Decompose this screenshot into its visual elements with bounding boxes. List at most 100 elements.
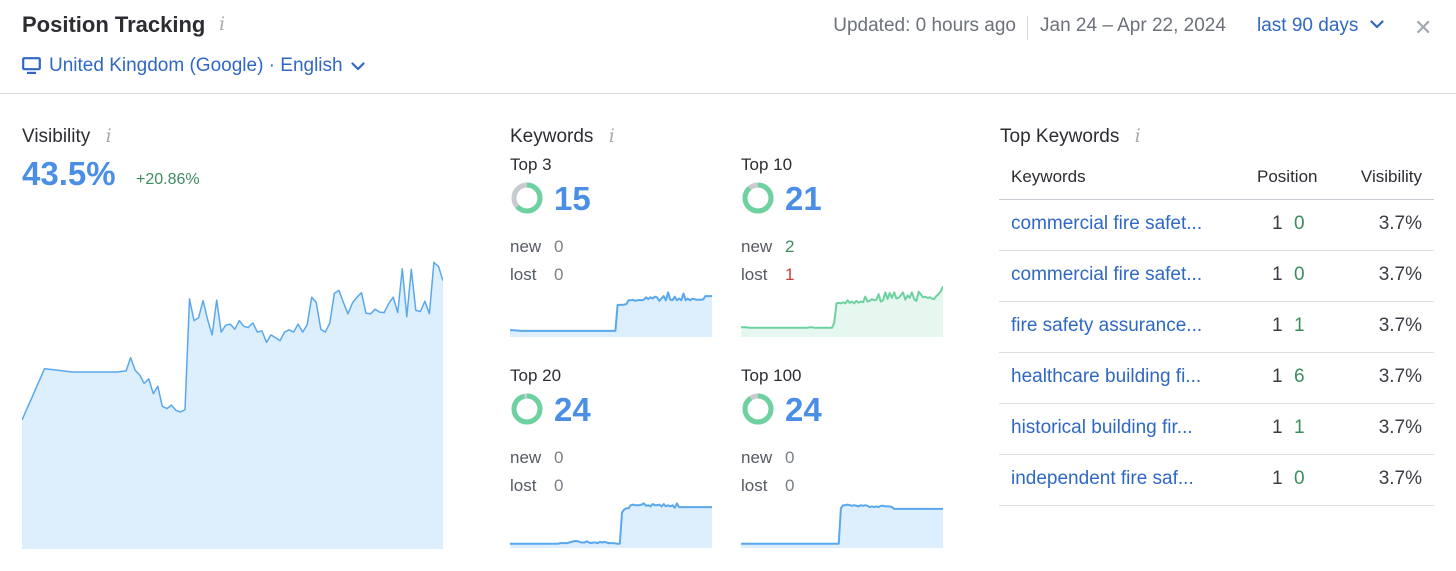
position-change: 1 — [1294, 315, 1305, 336]
visibility-chart — [22, 261, 443, 549]
keyword-link[interactable]: historical building fir... — [1011, 417, 1193, 438]
table-row[interactable]: fire safety assurance... 1 1 3.7% — [999, 302, 1434, 353]
top-keywords-info-icon[interactable]: i — [1134, 125, 1141, 147]
keyword-new-value: 2 — [785, 237, 795, 256]
keyword-block-label: Top 10 — [741, 155, 793, 174]
column-header-visibility[interactable]: Visibility — [1360, 167, 1422, 186]
sparkline-area — [741, 286, 943, 337]
table-row[interactable]: healthcare building fi... 1 6 3.7% — [999, 353, 1434, 404]
widget-header: Position Tracking i Updated: 0 hours ago… — [0, 0, 1456, 94]
table-row[interactable]: historical building fir... 1 1 3.7% — [999, 404, 1434, 455]
table-header: Keywords Position Visibility — [999, 156, 1434, 200]
title-info-icon[interactable]: i — [219, 13, 226, 35]
ring-chart-icon — [742, 393, 774, 425]
top-keywords-title-label: Top Keywords — [1000, 126, 1120, 147]
keyword-lost-value: 0 — [554, 476, 564, 495]
visibility-info-icon[interactable]: i — [105, 125, 112, 147]
keyword-sparkline — [510, 502, 712, 548]
ring-chart-icon — [511, 182, 543, 214]
keyword-block-label: Top 20 — [510, 366, 562, 385]
keyword-lost-label: lost — [741, 476, 768, 495]
keyword-link[interactable]: healthcare building fi... — [1011, 366, 1202, 387]
keyword-lost-value: 0 — [554, 265, 564, 284]
keyword-new-label: new — [510, 237, 542, 256]
keyword-link[interactable]: fire safety assurance... — [1011, 315, 1203, 336]
period-label: last 90 days — [1257, 15, 1359, 36]
keyword-lost-row: lost 0 — [510, 476, 563, 496]
period-dropdown[interactable]: last 90 days — [1257, 15, 1384, 37]
top-keywords-table: Keywords Position Visibility commercial … — [999, 156, 1434, 506]
visibility-value-cell: 3.7% — [1378, 417, 1422, 438]
keyword-block: Top 3 15 new 0 lost 0 — [510, 155, 715, 360]
visibility-delta: +20.86% — [136, 171, 200, 188]
keyword-sparkline — [510, 291, 712, 337]
sparkline-line — [510, 502, 712, 545]
column-header-keywords[interactable]: Keywords — [1011, 167, 1086, 186]
close-icon[interactable]: ✕ — [1414, 15, 1433, 40]
chevron-down-icon — [1370, 20, 1384, 29]
table-row[interactable]: commercial fire safet... 1 0 3.7% — [999, 200, 1434, 251]
keywords-title-label: Keywords — [510, 126, 594, 147]
keyword-new-label: new — [741, 448, 773, 467]
visibility-area — [22, 262, 443, 549]
keyword-new-row: new 2 — [741, 237, 794, 257]
keyword-block-label: Top 100 — [741, 366, 802, 385]
table-row[interactable]: independent fire saf... 1 0 3.7% — [999, 455, 1434, 506]
keyword-lost-row: lost 0 — [741, 476, 794, 496]
position-value: 1 — [1272, 315, 1283, 336]
keyword-new-label: new — [510, 448, 542, 467]
sparkline-line — [510, 291, 712, 332]
keyword-link[interactable]: commercial fire safet... — [1011, 264, 1203, 285]
column-header-position[interactable]: Position — [1257, 167, 1318, 186]
keyword-new-label: new — [741, 237, 773, 256]
keyword-new-row: new 0 — [741, 448, 794, 468]
location-selector[interactable]: United Kingdom (Google) · English — [22, 55, 365, 77]
keyword-lost-row: lost 0 — [510, 265, 563, 285]
desktop-icon — [22, 57, 41, 74]
keyword-link[interactable]: independent fire saf... — [1011, 468, 1194, 489]
location-label: United Kingdom (Google) · English — [49, 55, 343, 76]
keyword-lost-value: 0 — [785, 476, 795, 495]
keyword-block-label: Top 3 — [510, 155, 552, 174]
keyword-block: Top 20 24 new 0 lost 0 — [510, 366, 715, 571]
keyword-new-value: 0 — [554, 448, 564, 467]
keyword-sparkline — [741, 285, 943, 337]
keyword-count: 24 — [785, 391, 822, 428]
keywords-info-icon[interactable]: i — [608, 125, 615, 147]
position-change: 0 — [1294, 213, 1305, 234]
keyword-new-value: 0 — [785, 448, 795, 467]
sparkline-area — [510, 292, 712, 337]
widget-title: Position Tracking — [22, 12, 206, 37]
keyword-block: Top 10 21 new 2 lost 1 — [741, 155, 946, 360]
visibility-value-cell: 3.7% — [1378, 468, 1422, 489]
keyword-sparkline — [741, 503, 943, 548]
visibility-value-cell: 3.7% — [1378, 366, 1422, 387]
keyword-lost-label: lost — [741, 265, 768, 284]
ring-chart-icon — [742, 182, 774, 214]
position-value: 1 — [1272, 366, 1283, 387]
top-keywords-title: Top Keywords i — [1000, 125, 1141, 148]
visibility-value: 43.5% — [22, 155, 116, 192]
keyword-new-row: new 0 — [510, 448, 563, 468]
sparkline-line — [741, 503, 943, 545]
visibility-value-cell: 3.7% — [1378, 213, 1422, 234]
position-change: 6 — [1294, 366, 1305, 387]
keyword-lost-value: 1 — [785, 265, 795, 284]
keyword-new-value: 0 — [554, 237, 564, 256]
keyword-link[interactable]: commercial fire safet... — [1011, 213, 1203, 234]
sparkline-area — [510, 503, 712, 548]
visibility-title-label: Visibility — [22, 126, 91, 147]
ring-fill — [742, 182, 774, 214]
ring-chart-icon — [511, 393, 543, 425]
position-change: 1 — [1294, 417, 1305, 438]
visibility-value-cell: 3.7% — [1378, 315, 1422, 336]
table-row[interactable]: commercial fire safet... 1 0 3.7% — [999, 251, 1434, 302]
keyword-lost-label: lost — [510, 265, 537, 284]
ring-fill — [511, 393, 543, 425]
keyword-lost-row: lost 1 — [741, 265, 794, 285]
date-range: Jan 24 – Apr 22, 2024 — [1040, 15, 1226, 36]
keyword-count: 21 — [785, 180, 822, 217]
keyword-block: Top 100 24 new 0 lost 0 — [741, 366, 946, 571]
ring-fill — [742, 393, 774, 425]
position-value: 1 — [1272, 264, 1283, 285]
